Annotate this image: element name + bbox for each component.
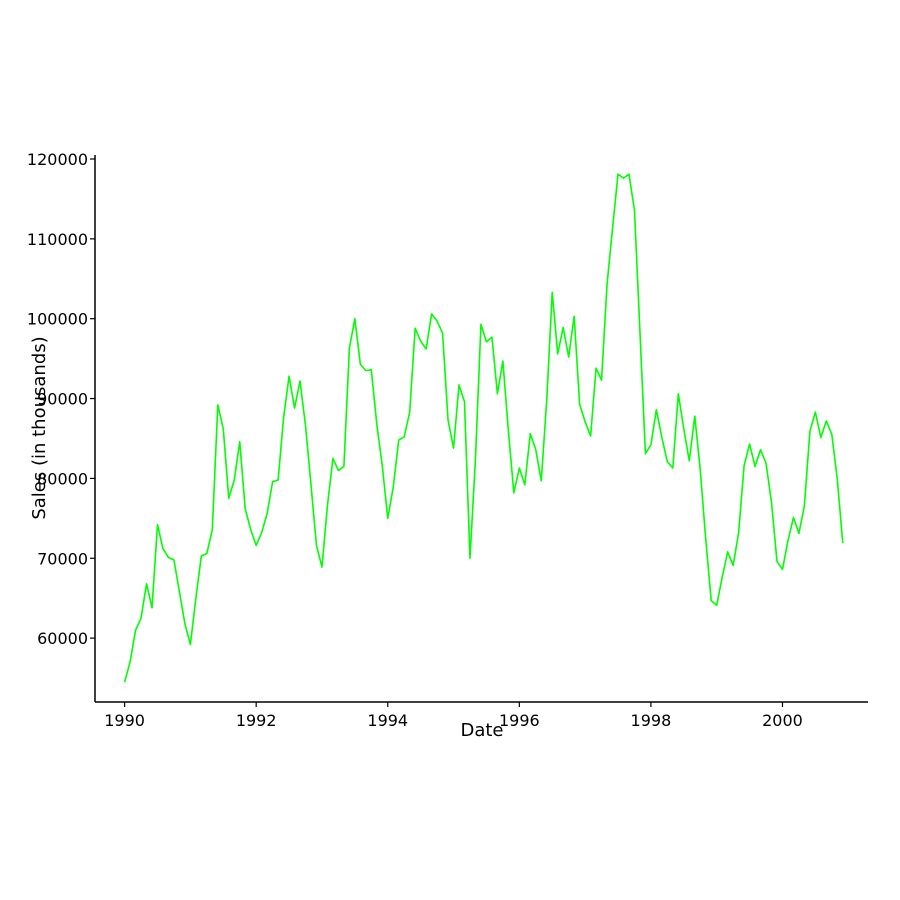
y-tick-label: 120000 <box>27 150 88 169</box>
x-tick-label: 2000 <box>762 711 803 730</box>
x-axis-title: Date <box>460 720 503 741</box>
y-tick-label: 100000 <box>27 310 88 329</box>
axes <box>94 155 868 703</box>
x-axis-ticks: 1990 1992 1994 1996 1998 2000 <box>104 702 803 730</box>
y-axis-ticks: 60000 70000 80000 90000 100000 110000 120000 <box>27 150 95 648</box>
x-tick-label: 1996 <box>499 711 540 730</box>
series-layer <box>123 173 844 683</box>
x-tick-label: 1990 <box>104 711 145 730</box>
x-tick-label: 1998 <box>631 711 672 730</box>
x-tick-label: 1992 <box>236 711 277 730</box>
series-line-0 <box>123 173 844 683</box>
y-axis-title: Sales (in thousands) <box>29 336 50 519</box>
y-tick-label: 80000 <box>37 469 88 488</box>
y-tick-label: 110000 <box>27 230 88 249</box>
x-tick-label: 1994 <box>367 711 408 730</box>
y-tick-label: 70000 <box>37 549 88 568</box>
y-tick-label: 90000 <box>37 390 88 409</box>
y-tick-label: 60000 <box>37 629 88 648</box>
